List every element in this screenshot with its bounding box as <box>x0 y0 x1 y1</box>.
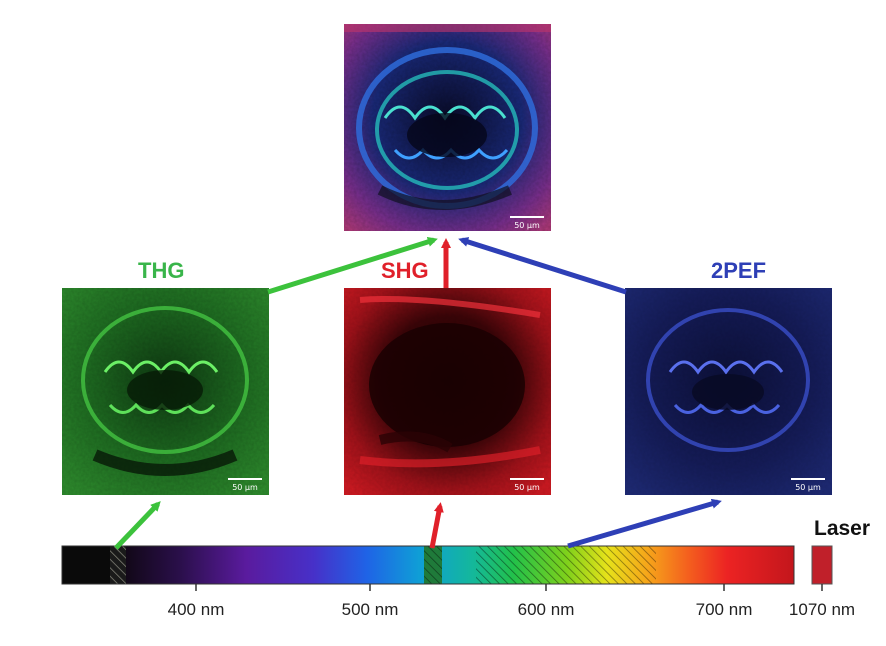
tick-label-1070: 1070 nm <box>788 600 856 619</box>
tick-label-600: 600 nm <box>517 600 575 619</box>
scale-bar-label-pef: 50 µm <box>795 483 821 492</box>
spectrum-bar <box>61 545 833 585</box>
arrow-spectrum-to-pef <box>567 498 722 549</box>
scale-bar-label-merged: 50 µm <box>514 221 540 230</box>
arrow-thg-to-merged <box>267 237 438 295</box>
scale-bar-label-shg: 50 µm <box>514 483 540 492</box>
arrow-spectrum-to-thg <box>114 501 161 550</box>
pef-label: 2PEF <box>711 258 767 283</box>
arrow-pef-to-merged <box>458 237 627 295</box>
arrow-spectrum-to-shg <box>429 502 444 549</box>
laser-label: Laser <box>814 517 871 540</box>
thg-image: 50 µm <box>62 288 269 495</box>
laser-box <box>811 545 833 585</box>
pef-image: 50 µm <box>625 288 832 495</box>
shg-image: 50 µm <box>344 288 551 495</box>
tick-label-500: 500 nm <box>341 600 399 619</box>
merged-image: 50 µm <box>344 24 551 231</box>
shg-label: SHG <box>381 258 429 283</box>
tick-label-700: 700 nm <box>695 600 753 619</box>
scale-bar-label-thg: 50 µm <box>232 483 258 492</box>
thg-label: THG <box>138 258 185 283</box>
tick-label-400: 400 nm <box>167 600 225 619</box>
